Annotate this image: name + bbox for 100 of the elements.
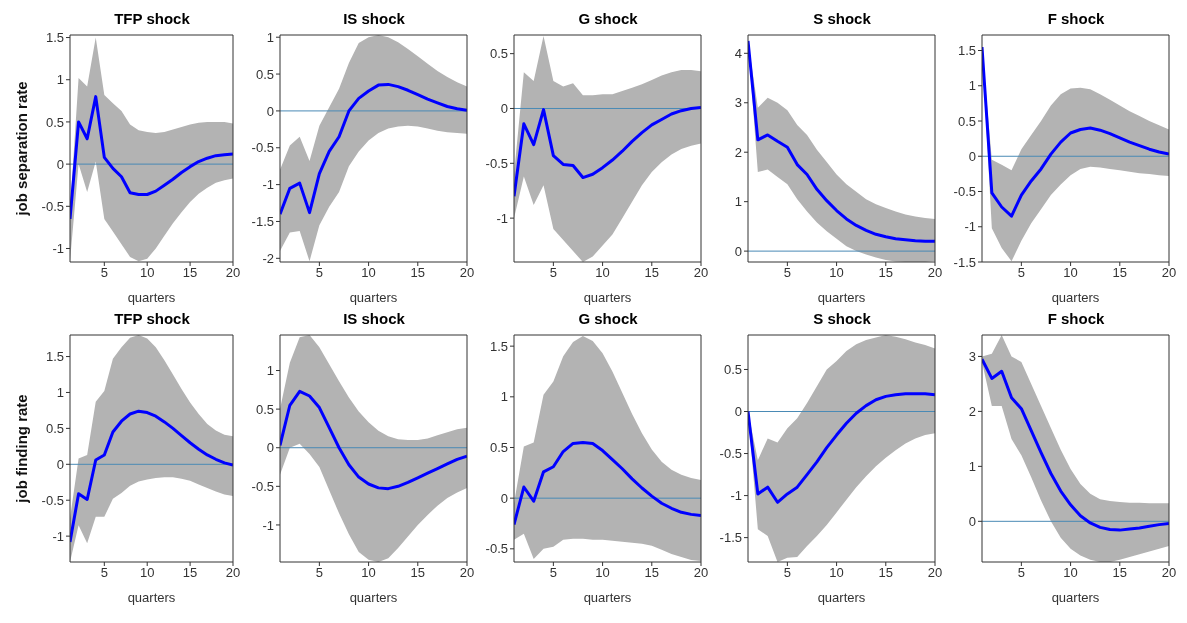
x-tick-label: 15 (1112, 565, 1128, 581)
x-tick-label: 15 (182, 265, 198, 281)
y-tick-label: 1 (968, 78, 976, 94)
y-tick-label: 1 (266, 29, 274, 45)
y-tick-label: 1 (56, 385, 64, 401)
line-series (280, 82, 467, 216)
y-tick-label: -0.5 (485, 155, 508, 171)
line-series (982, 45, 1169, 218)
x-tick-label: 20 (225, 565, 241, 581)
y-tick-label: 0 (266, 440, 274, 456)
x-tick-label: 20 (459, 265, 475, 281)
x-tick-label: 10 (595, 265, 610, 281)
y-tick-label: -1 (262, 177, 274, 193)
x-tick-label: 15 (878, 565, 894, 581)
x-axis-title: quarters (349, 290, 398, 305)
y-tick-label: 0.5 (45, 421, 64, 436)
y-tick-label: 0 (56, 156, 64, 172)
x-tick-label: 15 (1112, 265, 1128, 281)
y-tick-label: 3 (734, 95, 742, 111)
x-axis-title: quarters (349, 590, 398, 605)
x-tick-label: 15 (410, 265, 426, 281)
x-tick-label: 20 (693, 565, 709, 581)
y-tick-label: 2 (734, 144, 742, 160)
line-series (70, 409, 233, 544)
y-tick-label: -1 (496, 210, 508, 226)
y-tick-label: 4 (734, 45, 742, 61)
y-tick-label: 0.5 (489, 440, 508, 456)
chart-title: TFP shock (113, 10, 191, 27)
x-axis-title: quarters (583, 590, 632, 605)
y-tick-label: 1 (500, 389, 508, 405)
x-tick-label: 5 (1017, 265, 1025, 281)
x-tick-label: 15 (878, 265, 894, 281)
y-tick-label: 1.5 (45, 30, 64, 46)
x-tick-label: 20 (1161, 265, 1177, 281)
y-tick-label: 0 (56, 456, 64, 472)
x-tick-label: 15 (644, 265, 660, 281)
y-tick-label: -0.5 (251, 140, 274, 156)
x-tick-label: 5 (100, 265, 108, 281)
chart-title: TFP shock (113, 310, 191, 327)
x-tick-label: 15 (182, 565, 198, 581)
y-tick-label: 0.5 (489, 46, 508, 62)
x-axis-title: quarters (583, 290, 632, 305)
chart-title: S shock (812, 310, 872, 327)
x-tick-label: 5 (549, 265, 557, 281)
x-tick-label: 20 (1161, 565, 1177, 581)
line-series (70, 95, 233, 221)
x-tick-label: 10 (139, 265, 155, 281)
x-tick-label: 10 (139, 565, 155, 581)
x-tick-label: 5 (1017, 565, 1025, 581)
y-tick-label: 1.5 (957, 43, 976, 59)
line-series (514, 105, 701, 198)
y-tick-label: 1 (266, 363, 274, 379)
y-tick-label: 0.5 (957, 113, 976, 129)
y-tick-label: -2 (262, 250, 274, 266)
x-tick-label: 5 (783, 265, 791, 281)
x-axis-title: quarters (817, 590, 866, 605)
x-tick-label: 10 (595, 565, 610, 581)
x-tick-label: 5 (783, 565, 791, 581)
y-tick-label: 0 (500, 490, 508, 506)
x-tick-label: 20 (225, 265, 241, 281)
x-tick-label: 5 (315, 265, 323, 281)
y-tick-label: 0 (968, 513, 976, 529)
line-series (982, 357, 1169, 532)
y-tick-label: 0 (500, 101, 508, 117)
x-tick-label: 10 (1063, 565, 1078, 581)
y-tick-label: -0.5 (41, 198, 64, 214)
y-tick-label: -1 (262, 517, 274, 533)
x-tick-label: 10 (829, 265, 844, 281)
x-tick-label: 10 (361, 565, 376, 581)
x-tick-label: 10 (361, 265, 376, 281)
x-tick-label: 20 (927, 265, 943, 281)
x-axis-title: quarters (1051, 290, 1100, 305)
y-tick-label: 1 (734, 194, 742, 210)
x-tick-label: 5 (315, 565, 323, 581)
line-series (748, 392, 935, 504)
y-tick-label: 0 (734, 243, 742, 259)
y-axis-title: job finding rate (13, 394, 31, 504)
chart-title: IS shock (342, 310, 406, 327)
x-tick-label: 20 (693, 265, 709, 281)
x-tick-label: 20 (459, 565, 475, 581)
x-tick-label: 5 (100, 565, 108, 581)
line-series (514, 440, 701, 526)
y-tick-label: 3 (968, 349, 976, 365)
x-axis-title: quarters (127, 590, 176, 605)
y-tick-label: -1.5 (719, 530, 742, 546)
y-tick-label: 1 (968, 458, 976, 474)
chart-title: G shock (577, 310, 639, 327)
y-tick-label: -1 (730, 488, 742, 504)
y-tick-label: 1.5 (45, 349, 64, 365)
x-axis-title: quarters (127, 290, 176, 305)
y-tick-label: 1.5 (489, 338, 508, 354)
chart-title: IS shock (342, 10, 406, 27)
x-tick-label: 10 (829, 565, 844, 581)
y-tick-label: -0.5 (41, 492, 64, 508)
y-tick-label: -1.5 (251, 214, 274, 230)
y-tick-label: -1 (52, 528, 64, 544)
x-axis-title: quarters (1051, 590, 1100, 605)
chart-title: F shock (1046, 310, 1106, 327)
x-axis-title: quarters (817, 290, 866, 305)
y-tick-label: -0.5 (719, 446, 742, 462)
